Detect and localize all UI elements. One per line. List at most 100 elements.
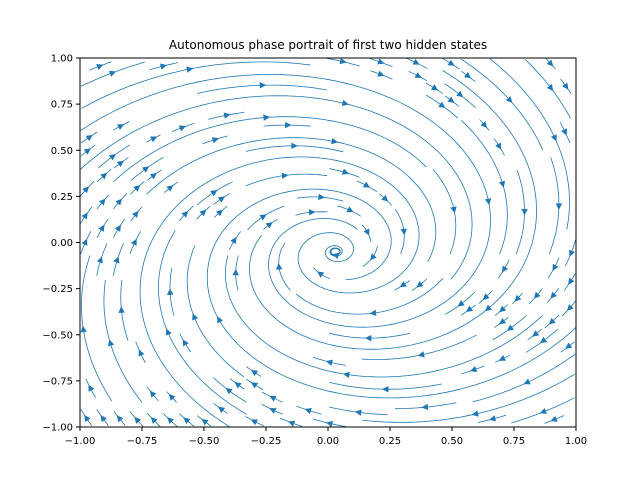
streamline-arrowhead bbox=[149, 390, 157, 398]
streamline-arrowhead bbox=[142, 166, 150, 173]
streamline-arrowhead bbox=[88, 384, 95, 392]
x-tick-label: 0.50 bbox=[441, 436, 463, 447]
streamline-arrowhead bbox=[269, 395, 277, 402]
streamline-arrowhead bbox=[471, 410, 479, 417]
streamline-arrowhead bbox=[498, 317, 507, 325]
streamline-arrowhead bbox=[199, 209, 207, 217]
streamline-arrowhead bbox=[317, 271, 325, 278]
streamline-arrowhead bbox=[521, 208, 528, 216]
streamline-arrowhead bbox=[523, 378, 531, 385]
streamline-arrowhead bbox=[217, 316, 224, 324]
streamline-arrowhead bbox=[183, 417, 191, 425]
streamlines-group bbox=[80, 58, 576, 427]
streamline-arrowhead bbox=[484, 304, 492, 312]
streamline-arrowhead bbox=[96, 63, 104, 70]
streamline-arrowhead bbox=[269, 408, 277, 414]
streamline-arrowhead bbox=[250, 419, 258, 426]
y-tick-label: −1.00 bbox=[42, 423, 73, 434]
streamline-arrowhead bbox=[166, 288, 174, 296]
streamline-arrowhead bbox=[480, 121, 488, 129]
y-tick-label: −0.50 bbox=[42, 330, 73, 341]
streamline-arrowhead bbox=[546, 84, 554, 92]
streamline-arrowhead bbox=[113, 256, 120, 264]
streamline-arrowhead bbox=[412, 58, 420, 65]
streamline-arrowhead bbox=[363, 228, 370, 236]
streamline-arrowhead bbox=[217, 406, 226, 414]
streamline bbox=[206, 188, 576, 399]
streamline-arrowhead bbox=[416, 281, 424, 288]
streamline-arrowhead bbox=[263, 114, 271, 121]
streamline bbox=[247, 205, 285, 231]
streamline-arrowhead bbox=[465, 305, 474, 313]
streamline-arrowhead bbox=[165, 328, 172, 336]
streamline-arrowhead bbox=[456, 90, 464, 98]
y-tick-label: 1.00 bbox=[51, 54, 73, 65]
streamline-arrowhead bbox=[364, 334, 372, 342]
streamline-arrowhead bbox=[281, 172, 289, 179]
streamline-arrowhead bbox=[566, 304, 574, 312]
streamline-arrowhead bbox=[98, 198, 106, 206]
streamline-arrowhead bbox=[447, 96, 455, 104]
streamline-arrowhead bbox=[150, 136, 158, 143]
streamline bbox=[158, 230, 247, 415]
streamline-arrowhead bbox=[339, 58, 347, 65]
streamline-arrowhead bbox=[134, 416, 142, 424]
streamline-arrowhead bbox=[308, 209, 316, 216]
streamline-arrowhead bbox=[533, 291, 541, 299]
streamline-arrowhead bbox=[181, 210, 189, 218]
streamline-arrowhead bbox=[318, 193, 325, 201]
streamline-arrowhead bbox=[250, 382, 259, 389]
streamline-arrowhead bbox=[159, 63, 168, 70]
streamline-arrowhead bbox=[149, 172, 158, 180]
streamline-arrowhead bbox=[421, 403, 429, 411]
streamline bbox=[113, 116, 427, 183]
streamline-arrowhead bbox=[325, 420, 334, 427]
y-tick-label: −0.25 bbox=[42, 284, 73, 295]
streamline bbox=[249, 70, 537, 350]
x-tick-label: −0.25 bbox=[251, 436, 282, 447]
y-axis: −1.00 −0.75 −0.50 −0.25 0.00 0.25 0.50 0.75 1.00 bbox=[42, 54, 80, 434]
streamline-arrowhead bbox=[381, 386, 389, 393]
streamline-arrowhead bbox=[116, 124, 125, 131]
streamline-arrowhead bbox=[569, 249, 575, 257]
x-tick-label: 0.25 bbox=[379, 436, 401, 447]
streamline bbox=[524, 59, 571, 119]
streamline-arrowhead bbox=[211, 137, 220, 144]
streamline-arrowhead bbox=[201, 418, 209, 426]
streamline bbox=[146, 137, 437, 263]
streamline-arrowhead bbox=[265, 222, 273, 229]
streamline-arrowhead bbox=[223, 112, 231, 119]
streamline-arrowhead bbox=[414, 72, 422, 78]
streamline-arrowhead bbox=[532, 330, 540, 337]
streamline-arrowhead bbox=[167, 417, 174, 424]
streamline-arrowhead bbox=[114, 224, 121, 232]
streamline-arrowhead bbox=[438, 101, 446, 108]
streamline-arrowhead bbox=[81, 212, 88, 220]
y-tick-label: 0.00 bbox=[51, 238, 73, 249]
streamline-arrowhead bbox=[116, 160, 124, 168]
streamline-arrowhead bbox=[82, 186, 90, 194]
streamline-arrowhead bbox=[346, 206, 354, 213]
streamline-arrowhead bbox=[275, 263, 283, 270]
streamline-arrowhead bbox=[168, 393, 176, 401]
streamline bbox=[186, 245, 245, 378]
streamline-arrowhead bbox=[546, 59, 554, 67]
streamline-arrowhead bbox=[488, 415, 497, 422]
streamline-arrowhead bbox=[118, 306, 125, 314]
y-tick-label: 0.25 bbox=[51, 192, 73, 203]
streamline-arrowhead bbox=[539, 407, 547, 414]
streamline-arrowhead bbox=[80, 325, 87, 333]
streamline-arrowhead bbox=[100, 172, 108, 180]
streamline-arrowhead bbox=[499, 305, 507, 313]
streamline-arrowhead bbox=[539, 336, 548, 344]
streamline-arrowhead bbox=[495, 142, 502, 150]
streamline-arrowhead bbox=[259, 82, 267, 89]
streamline-arrowhead bbox=[400, 228, 407, 236]
arrowheads-group bbox=[80, 58, 575, 427]
streamline-arrowhead bbox=[132, 210, 139, 218]
streamline-arrowhead bbox=[431, 84, 439, 91]
streamline-arrowhead bbox=[514, 294, 522, 302]
streamline-arrowhead bbox=[215, 209, 223, 217]
streamline-arrowhead bbox=[108, 70, 117, 77]
